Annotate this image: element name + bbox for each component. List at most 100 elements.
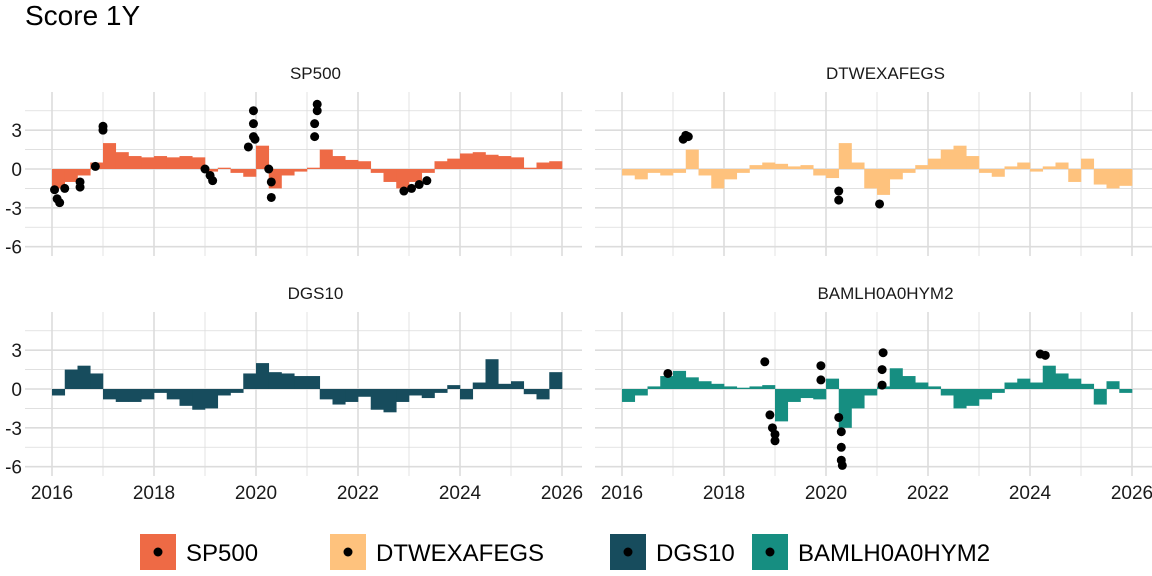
bar — [736, 387, 750, 389]
bar — [256, 145, 270, 169]
bar — [472, 382, 486, 389]
bar — [166, 389, 180, 400]
bar — [447, 385, 461, 389]
bar — [826, 169, 840, 179]
bar — [345, 159, 359, 169]
x-tick-label: 2024 — [439, 483, 482, 504]
extreme-point — [760, 357, 770, 367]
bar — [1055, 373, 1069, 389]
bar — [1119, 389, 1133, 393]
bar — [205, 169, 219, 172]
extreme-point — [683, 132, 693, 142]
legend-label: SP500 — [186, 540, 258, 567]
extreme-point — [407, 183, 417, 193]
bar — [889, 169, 903, 180]
extreme-point — [414, 180, 424, 190]
bar — [64, 369, 78, 389]
legend-point — [153, 547, 163, 557]
bar — [243, 373, 257, 389]
bar — [281, 373, 295, 389]
x-tick-label: 2022 — [337, 483, 379, 504]
bar — [154, 389, 168, 393]
bar — [1004, 382, 1018, 389]
bar — [434, 161, 448, 169]
bar — [370, 169, 384, 173]
bar — [358, 389, 372, 397]
bar — [634, 169, 648, 180]
legend-item-bamlh0a0hym2: BAMLH0A0HYM2 — [752, 534, 990, 570]
bar — [673, 370, 687, 389]
y-tick-label: 3 — [11, 121, 22, 142]
bar — [634, 389, 648, 396]
legend-item-dtwexafegs: DTWEXAFEGS — [330, 534, 544, 570]
extreme-point — [312, 106, 322, 116]
bar — [103, 389, 117, 400]
bar — [838, 389, 852, 428]
extreme-point — [266, 177, 276, 187]
facet-bamlh0a0hym2: BAMLH0A0HYM2 2016 2018 2020 2022 2024 2026 — [595, 284, 1152, 504]
bar — [536, 162, 550, 169]
bar — [979, 389, 993, 400]
x-tick-label: 2018 — [703, 483, 745, 504]
bar — [52, 389, 66, 396]
facet-strip-label: DTWEXAFEGS — [826, 64, 945, 83]
bar — [77, 365, 91, 389]
bar — [192, 389, 206, 410]
bar — [991, 389, 1005, 393]
extreme-point — [770, 429, 780, 439]
bar — [902, 169, 916, 173]
extreme-point — [248, 106, 258, 116]
bar — [319, 149, 333, 169]
legend-item-dgs10: DGS10 — [610, 534, 735, 570]
bar — [294, 169, 308, 172]
bar — [762, 385, 776, 389]
bar — [549, 372, 563, 389]
extreme-point — [243, 142, 253, 152]
extreme-point — [878, 348, 888, 358]
bar — [256, 363, 270, 389]
extreme-point — [60, 183, 70, 193]
bar — [523, 389, 537, 395]
bar — [940, 389, 954, 396]
legend-label: DGS10 — [656, 540, 735, 567]
bar — [472, 152, 486, 169]
bar — [1106, 381, 1120, 389]
bar — [966, 156, 980, 169]
bar — [230, 389, 244, 393]
x-tick-label: 2022 — [907, 483, 949, 504]
bar — [1093, 169, 1107, 185]
bar — [396, 169, 410, 189]
extreme-point — [310, 132, 320, 142]
bar — [154, 156, 168, 169]
bar — [711, 169, 725, 189]
bar — [800, 389, 814, 399]
bar — [787, 166, 801, 169]
bar — [1055, 162, 1069, 169]
bar — [64, 169, 78, 182]
bar — [749, 386, 763, 389]
bar — [838, 143, 852, 169]
bar — [851, 162, 865, 169]
bar — [928, 158, 942, 169]
bar — [383, 389, 397, 413]
bar — [230, 169, 244, 173]
bar — [536, 389, 550, 400]
bar — [826, 378, 840, 389]
bar — [775, 163, 789, 169]
extreme-point — [50, 185, 60, 195]
bar — [724, 169, 738, 180]
bar — [409, 169, 423, 182]
bar — [434, 389, 448, 393]
bar — [205, 389, 219, 409]
bar — [1106, 169, 1120, 189]
bar — [953, 389, 967, 409]
bar — [523, 167, 537, 169]
bar — [332, 156, 346, 169]
extreme-point — [248, 119, 258, 129]
extreme-point — [264, 164, 274, 174]
bar — [511, 157, 525, 169]
facet-strip-label: SP500 — [290, 64, 341, 83]
bar — [1081, 158, 1095, 169]
bar — [736, 169, 750, 173]
